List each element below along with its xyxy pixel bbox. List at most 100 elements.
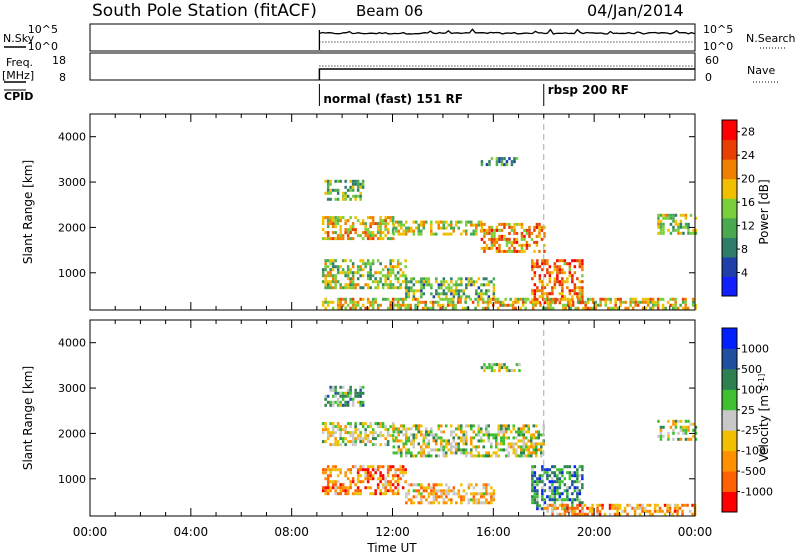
velocity-echo-cell xyxy=(407,451,410,455)
velocity-echo-cell xyxy=(374,489,377,493)
velocity-echo-cell xyxy=(668,503,672,507)
velocity-echo-cell xyxy=(477,498,481,502)
power-echo-cell xyxy=(515,231,519,235)
power-echo-cell xyxy=(561,292,564,296)
velocity-echo-cell xyxy=(536,492,539,496)
velocity-echo-cell xyxy=(646,509,649,513)
power-echo-cell xyxy=(621,300,625,304)
power-echo-cell xyxy=(536,265,539,269)
velocity-echo-cell xyxy=(334,443,337,447)
power-echo-cell xyxy=(344,179,347,183)
velocity-echo-cell xyxy=(435,498,438,502)
power-echo-cell xyxy=(386,306,390,310)
power-echo-cell xyxy=(405,292,408,296)
power-echo-cell xyxy=(556,280,559,284)
velocity-echo-cell xyxy=(626,512,629,516)
power-echo-cell xyxy=(681,306,685,310)
velocity-echo-cell xyxy=(384,443,387,447)
power-echo-cell xyxy=(515,249,519,253)
velocity-echo-cell xyxy=(435,489,438,493)
power-echo-cell xyxy=(631,300,635,304)
power-echo-cell xyxy=(437,226,440,230)
power-echo-cell xyxy=(671,297,675,301)
velocity-echo-cell xyxy=(359,468,362,472)
velocity-echo-cell xyxy=(354,492,357,496)
velocity-echo-cell xyxy=(551,498,554,502)
velocity-echo-cell xyxy=(621,509,624,513)
velocity-echo-cell xyxy=(329,388,332,392)
velocity-echo-cell xyxy=(376,434,380,438)
power-echo-cell xyxy=(563,262,567,266)
power-echo-cell xyxy=(432,232,435,236)
velocity-echo-cell xyxy=(490,445,493,449)
velocity-echo-cell xyxy=(410,498,413,502)
velocity-echo-cell xyxy=(628,503,632,507)
velocity-echo-cell xyxy=(455,492,458,496)
power-echo-cell xyxy=(520,249,524,253)
power-echo-cell xyxy=(561,259,564,263)
power-echo-cell xyxy=(480,292,483,296)
velocity-echo-cell xyxy=(533,489,537,493)
velocity-echo-cell xyxy=(571,471,574,475)
velocity-echo-cell xyxy=(531,486,534,490)
colorbar-tick-label: 28 xyxy=(741,126,755,139)
power-ytick-label: 2000 xyxy=(58,221,86,234)
velocity-echo-cell xyxy=(427,430,430,434)
velocity-echo-cell xyxy=(359,465,362,469)
velocity-echo-cell xyxy=(366,471,370,475)
power-echo-cell xyxy=(420,277,423,281)
velocity-echo-cell xyxy=(405,454,408,458)
velocity-echo-cell xyxy=(578,498,582,502)
velocity-echo-cell xyxy=(374,443,377,447)
power-echo-cell xyxy=(410,289,413,293)
velocity-echo-cell xyxy=(405,442,408,446)
power-echo-cell xyxy=(446,300,450,304)
velocity-colorbar-label: Velocity [m s-1] xyxy=(757,374,771,462)
velocity-echo-cell xyxy=(442,498,446,502)
velocity-echo-cell xyxy=(633,512,637,516)
power-echo-cell xyxy=(505,249,509,253)
velocity-echo-cell xyxy=(391,489,395,493)
power-echo-cell xyxy=(326,185,330,189)
velocity-echo-cell xyxy=(457,445,460,449)
power-echo-cell xyxy=(329,179,332,183)
power-echo-cell xyxy=(384,219,387,223)
velocity-echo-cell xyxy=(465,424,468,428)
power-echo-cell xyxy=(329,280,332,284)
power-echo-cell xyxy=(681,300,685,304)
velocity-echo-cell xyxy=(401,486,405,490)
velocity-echo-cell xyxy=(399,471,402,475)
velocity-echo-cell xyxy=(386,443,390,447)
velocity-echo-cell xyxy=(535,445,538,449)
velocity-echo-cell xyxy=(432,433,435,437)
velocity-echo-cell xyxy=(616,509,619,513)
power-echo-cell xyxy=(513,246,516,250)
velocity-echo-cell xyxy=(490,495,493,499)
power-echo-cell xyxy=(483,240,486,244)
velocity-echo-cell xyxy=(558,498,562,502)
power-echo-cell xyxy=(452,289,456,293)
velocity-echo-cell xyxy=(369,440,372,444)
velocity-echo-cell xyxy=(566,506,569,510)
velocity-echo-cell xyxy=(487,501,491,505)
power-echo-cell xyxy=(508,246,511,250)
velocity-echo-cell xyxy=(415,495,418,499)
power-echo-cell xyxy=(477,292,481,296)
velocity-echo-cell xyxy=(457,442,460,446)
power-echo-cell xyxy=(657,225,660,229)
velocity-echo-cell xyxy=(422,454,425,458)
velocity-echo-cell xyxy=(522,424,525,428)
colorbar-segment xyxy=(722,198,737,219)
velocity-echo-cell xyxy=(455,433,458,437)
velocity-echo-cell xyxy=(396,492,400,496)
power-echo-cell xyxy=(520,231,524,235)
power-echo-cell xyxy=(531,277,534,281)
velocity-echo-cell xyxy=(425,442,428,446)
power-echo-cell xyxy=(503,225,506,229)
power-echo-cell xyxy=(533,225,536,229)
power-echo-cell xyxy=(682,225,685,229)
velocity-echo-cell xyxy=(412,445,415,449)
power-echo-cell xyxy=(336,280,340,284)
power-echo-cell xyxy=(351,194,355,198)
power-echo-cell xyxy=(543,262,547,266)
